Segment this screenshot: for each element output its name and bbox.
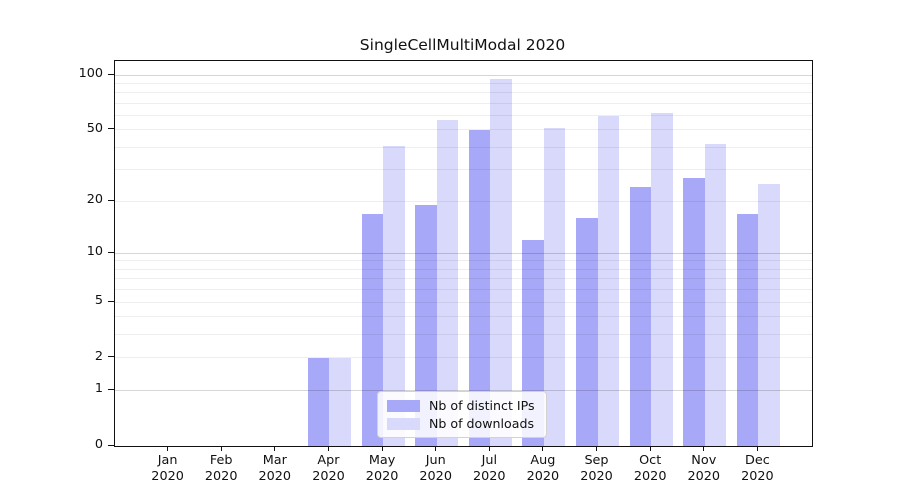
chart-title: SingleCellMultiModal 2020 [359,36,566,54]
y-tick-label-10: 10 [86,244,103,260]
x-tick-mark-mar [274,446,276,451]
y-tick-mark-5 [108,300,114,302]
bar-ips-dec [736,213,759,446]
x-tick-label-apr: Apr 2020 [312,453,345,484]
y-tick-label-50: 50 [86,120,103,136]
x-tick-mark-feb [220,446,222,451]
y-tick-label-2: 2 [94,348,103,364]
y-tick-mark-2 [108,356,114,358]
x-tick-label-dec: Dec 2020 [741,453,774,484]
legend-label-distinct-ips: Nb of distinct IPs [429,398,535,413]
y-tick-label-100: 100 [78,66,103,81]
bar-ips-jul [468,129,491,446]
bar-downloads-jul [490,79,512,446]
x-tick-mark-dec [756,446,758,451]
y-tick-mark-0 [108,444,114,446]
x-tick-mark-apr [328,446,329,451]
x-tick-label-aug: Aug 2020 [526,453,560,484]
bar-downloads-apr [329,357,351,446]
x-tick-label-jun: Jun 2020 [419,453,452,484]
x-tick-label-feb: Feb 2020 [204,453,238,484]
y-tick-mark-1 [108,388,114,390]
x-tick-label-jul: Jul 2020 [473,453,506,484]
x-tick-mark-may [381,446,383,451]
legend-swatch-distinct-ips [387,399,420,412]
x-tick-mark-nov [703,446,705,451]
x-tick-mark-jun [435,446,437,451]
bar-downloads-nov [704,143,727,446]
y-tick-label-5: 5 [94,293,103,308]
x-tick-mark-jul [488,446,490,451]
bar-downloads-jun [436,119,459,446]
y-tick-label-0: 0 [94,437,103,452]
bar-downloads-dec [758,184,780,446]
x-tick-mark-sep [596,446,597,451]
bar-downloads-may [383,145,405,446]
bar-ips-nov [683,178,705,446]
bar-ips-apr [307,357,330,446]
x-tick-mark-aug [542,446,544,451]
y-tick-mark-100 [108,73,114,75]
legend-entry-downloads: Nb of downloads [387,417,535,430]
x-tick-label-jan: Jan 2020 [151,453,184,484]
legend-label-downloads: Nb of downloads [429,416,535,431]
bars-layer [115,61,812,446]
legend-entry-distinct-ips: Nb of distinct IPs [387,399,535,412]
x-tick-label-may: May 2020 [365,453,399,484]
bar-ips-jun [415,205,437,446]
y-tick-label-1: 1 [94,381,103,397]
bar-downloads-aug [543,128,566,446]
y-tick-mark-20 [108,199,114,201]
x-tick-label-sep: Sep 2020 [580,453,613,484]
bar-downloads-oct [651,112,673,446]
y-tick-label-20: 20 [86,192,103,208]
legend: Nb of distinct IPs Nb of downloads [377,391,547,438]
plot-area: Nb of distinct IPs Nb of downloads [114,60,813,447]
y-tick-mark-50 [108,128,114,130]
y-tick-mark-10 [108,251,114,253]
legend-swatch-downloads [387,417,420,430]
bar-ips-may [361,213,384,446]
bar-ips-sep [576,218,598,446]
x-tick-mark-jan [167,446,169,451]
x-tick-label-mar: Mar 2020 [258,453,292,484]
x-tick-mark-oct [649,446,651,451]
x-tick-label-nov: Nov 2020 [687,453,721,484]
x-tick-label-oct: Oct 2020 [633,453,667,484]
bar-downloads-sep [597,115,620,446]
bar-ips-oct [629,187,652,446]
